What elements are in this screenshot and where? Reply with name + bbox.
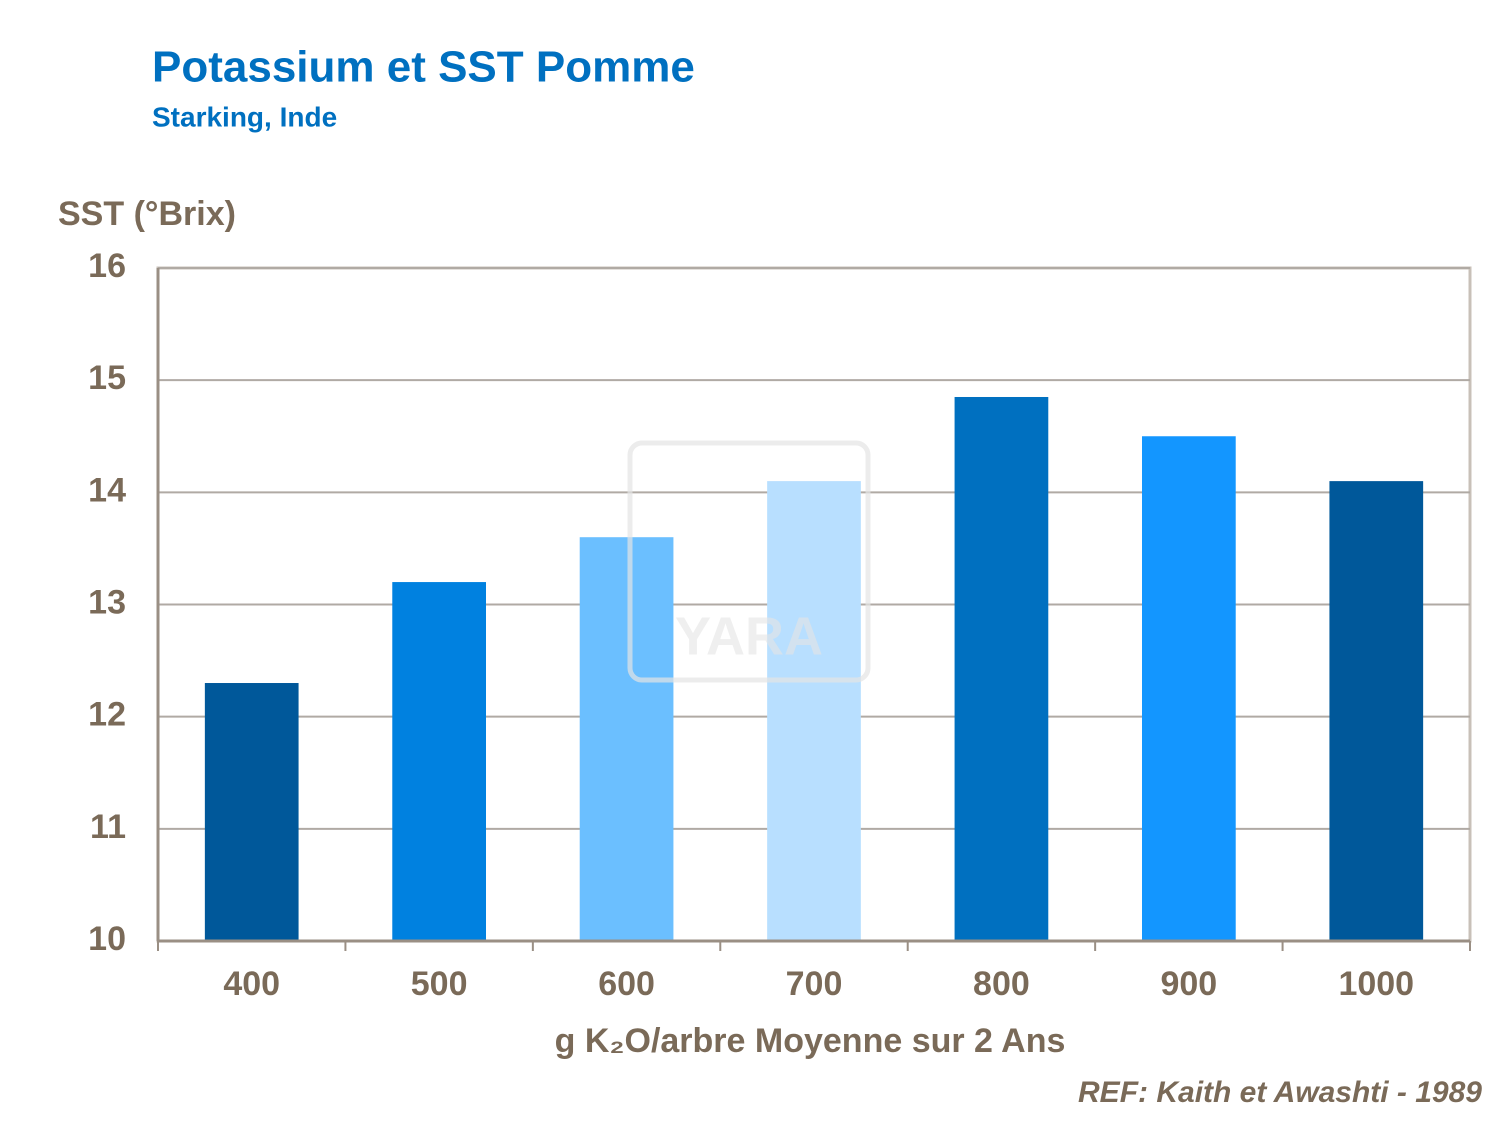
chart-title: Potassium et SST Pomme xyxy=(152,43,695,92)
bar xyxy=(204,683,299,941)
chart-subtitle: Starking, Inde xyxy=(152,101,337,132)
x-tick-label: 500 xyxy=(411,965,468,1003)
bar xyxy=(767,481,861,941)
y-tick-label: 12 xyxy=(88,696,126,734)
x-tick-label: 400 xyxy=(223,965,280,1003)
watermark: YARA xyxy=(675,606,823,666)
reference: REF: Kaith et Awashti - 1989 xyxy=(1078,1076,1482,1109)
y-tick-label: 10 xyxy=(88,920,126,958)
x-tick-label: 700 xyxy=(786,965,843,1003)
x-tick-label: 600 xyxy=(598,965,655,1003)
bar xyxy=(1142,436,1236,941)
y-tick-label: 11 xyxy=(90,808,126,846)
bar xyxy=(392,582,486,941)
x-tick-label: 900 xyxy=(1160,965,1217,1003)
y-tick-label: 16 xyxy=(88,247,126,285)
bar xyxy=(954,396,1049,941)
bar xyxy=(1329,481,1424,941)
x-axis-label: g K₂O/arbre Moyenne sur 2 Ans xyxy=(555,1022,1066,1060)
x-tick-label: 1000 xyxy=(1338,965,1414,1003)
bar xyxy=(579,537,674,941)
y-axis-label: SST (°Brix) xyxy=(58,195,236,233)
y-tick-label: 15 xyxy=(88,359,126,397)
watermark-frame xyxy=(627,440,871,683)
y-tick-label: 13 xyxy=(88,583,126,621)
x-tick-label: 800 xyxy=(973,965,1030,1003)
y-tick-label: 14 xyxy=(88,471,126,509)
